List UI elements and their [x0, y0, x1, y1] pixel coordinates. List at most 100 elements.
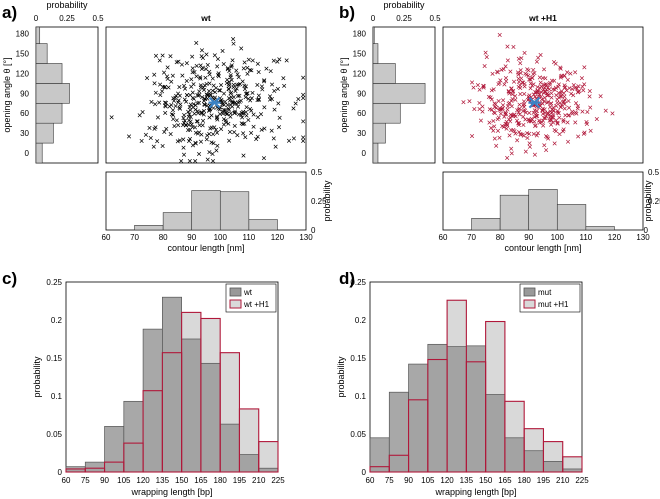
- bar-series-1: [258, 467, 279, 473]
- scatter-point: [186, 114, 191, 119]
- x-tick: 70: [130, 233, 139, 242]
- scatter-point: [160, 143, 165, 149]
- scatter-point: [567, 86, 572, 91]
- scatter-point: [275, 59, 280, 64]
- scatter-point: [598, 94, 603, 99]
- scatter-point: [164, 126, 169, 131]
- scatter-point: [286, 138, 292, 143]
- scatter-point: [550, 115, 555, 120]
- scatter-point: [494, 143, 499, 148]
- scatter-point: [256, 97, 261, 102]
- scatter-point: [235, 72, 240, 77]
- bar-series-1: [466, 345, 486, 473]
- scatter-point: [152, 126, 157, 131]
- scatter-point: [526, 73, 531, 78]
- scatter-point: [574, 86, 580, 91]
- scatter-point: [221, 91, 227, 96]
- scatter-point: [220, 48, 225, 53]
- x-tick: 130: [299, 233, 313, 242]
- scatter-point: [588, 105, 593, 110]
- scatter-point: [246, 117, 251, 123]
- scatter-point: [471, 85, 476, 90]
- scatter-point: [555, 97, 560, 102]
- scatter-point: [242, 83, 247, 88]
- scatter-point: [555, 121, 560, 126]
- scatter-point: [239, 110, 244, 115]
- scatter-point: [269, 97, 274, 102]
- scatter-point: [162, 129, 167, 134]
- scatter-point: [199, 110, 204, 115]
- bottom-hist-tick: 0.5: [311, 168, 323, 177]
- scatter-point: [542, 67, 547, 72]
- scatter-point: [571, 82, 576, 88]
- scatter-point: [207, 150, 212, 155]
- scatter-point: [557, 132, 562, 137]
- bottom-hist-bars: [471, 189, 615, 231]
- x-tick: 90: [404, 476, 413, 485]
- y-ticks: 0 30 60 90 120 150 180: [16, 30, 30, 158]
- scatter-point: [527, 144, 532, 149]
- scatter-point: [532, 108, 537, 113]
- scatter-point: [212, 53, 217, 58]
- scatter-point: [228, 75, 233, 80]
- legend-label: wt +H1: [243, 300, 270, 309]
- legend-label: wt: [243, 288, 253, 297]
- x-tick: 150: [175, 476, 189, 485]
- scatter-point: [516, 72, 521, 77]
- scatter-point: [573, 120, 578, 125]
- scatter-point: [262, 105, 267, 110]
- bottom-hist-bar: [134, 225, 164, 231]
- panel-letter: d): [339, 269, 355, 288]
- scatter-point: [561, 99, 566, 104]
- scatter-point: [562, 102, 567, 107]
- scatter-point: [498, 111, 503, 116]
- panel-a: a) wt probability 0 0.25 0.5 0 30 60 90 …: [2, 0, 332, 253]
- scatter-point: [527, 141, 532, 146]
- scatter-point: [548, 80, 553, 85]
- scatter-point: [554, 103, 559, 108]
- scatter-point: [504, 119, 509, 124]
- bottom-hist-tick: 0.25: [311, 197, 327, 206]
- scatter-point: [219, 126, 224, 132]
- scatter-point: [206, 88, 212, 94]
- legend-swatch: [523, 287, 536, 297]
- legend-swatch: [229, 299, 242, 309]
- scatter-point: [193, 158, 198, 164]
- x-ticks: 60 70 80 90 100 110 120 130: [102, 233, 314, 242]
- scatter-point: [534, 59, 539, 64]
- scatter-point: [235, 93, 240, 98]
- scatter-point: [509, 86, 514, 91]
- scatter-point: [249, 130, 254, 136]
- scatter-point: [558, 65, 563, 70]
- bar-series-1: [123, 400, 144, 473]
- bar-series-1: [504, 437, 525, 473]
- bar-series-1: [408, 363, 429, 473]
- scatter-point: [221, 61, 226, 67]
- panel-c: c) 0 0.05 0.1 0.15 0.2 0.25 probability …: [2, 269, 285, 497]
- scatter-point: [158, 82, 163, 87]
- scatter-point: [181, 137, 186, 142]
- scatter-point: [255, 61, 260, 66]
- scatter-point: [534, 90, 539, 95]
- scatter-point: [160, 53, 165, 58]
- scatter-point: [215, 130, 220, 135]
- scatter-point: [162, 100, 168, 105]
- scatter-point: [521, 114, 526, 119]
- bottom-hist-bars: [134, 190, 278, 231]
- bar-series-1: [200, 362, 221, 473]
- scatter-point: [556, 111, 561, 116]
- scatter-point: [232, 130, 237, 135]
- x-tick: 75: [81, 476, 90, 485]
- scatter-point: [205, 96, 210, 101]
- side-hist-bar: [35, 142, 43, 164]
- scatter-point: [588, 128, 593, 133]
- x-tick: 180: [214, 476, 228, 485]
- scatter-point: [189, 122, 194, 127]
- scatter-point: [188, 119, 193, 124]
- scatter-point: [149, 99, 154, 105]
- scatter-point: [198, 139, 203, 144]
- scatter-point: [207, 108, 212, 113]
- bar-series-1: [104, 426, 125, 473]
- scatter-point: [523, 71, 528, 76]
- scatter-point: [261, 79, 267, 84]
